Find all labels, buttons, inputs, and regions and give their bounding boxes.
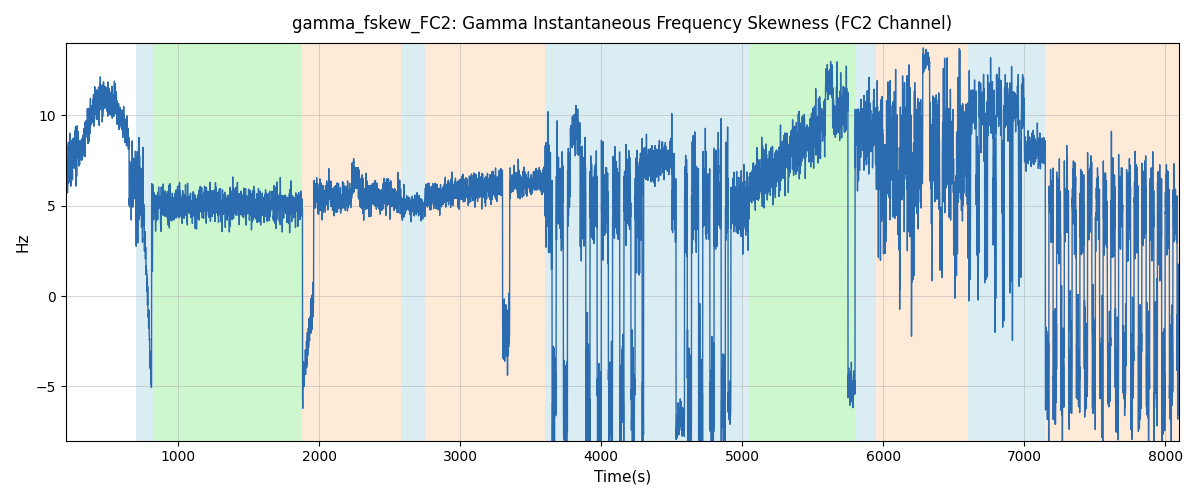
Bar <box>856 43 876 440</box>
Bar <box>425 43 545 440</box>
Bar <box>1024 43 1045 440</box>
Bar <box>967 43 1024 440</box>
Bar <box>401 43 425 440</box>
Bar <box>1045 43 1180 440</box>
Bar <box>876 43 967 440</box>
Bar <box>302 43 401 440</box>
Bar <box>545 43 728 440</box>
Bar <box>136 43 154 440</box>
Bar <box>154 43 302 440</box>
Bar <box>728 43 749 440</box>
Y-axis label: Hz: Hz <box>16 232 30 252</box>
X-axis label: Time(s): Time(s) <box>594 470 652 485</box>
Title: gamma_fskew_FC2: Gamma Instantaneous Frequency Skewness (FC2 Channel): gamma_fskew_FC2: Gamma Instantaneous Fre… <box>293 15 953 34</box>
Bar <box>749 43 856 440</box>
